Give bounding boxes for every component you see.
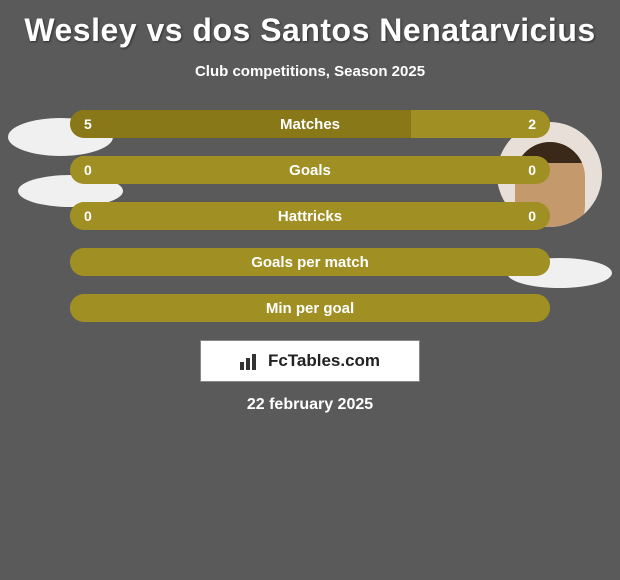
stat-row: 0 0 Hattricks	[70, 202, 550, 230]
stat-value-left: 0	[84, 208, 92, 224]
comparison-title: Wesley vs dos Santos Nenatarvicius	[0, 0, 620, 49]
stat-label: Min per goal	[266, 300, 354, 317]
stat-row: 0 0 Goals	[70, 156, 550, 184]
stat-bar-right	[310, 156, 550, 184]
comparison-subtitle: Club competitions, Season 2025	[0, 63, 620, 80]
source-logo-text: FcTables.com	[268, 351, 380, 371]
stat-bar-left	[70, 202, 310, 230]
stat-label: Hattricks	[278, 208, 342, 225]
stat-bar-right	[310, 202, 550, 230]
source-logo-box: FcTables.com	[200, 340, 420, 382]
stat-row: Min per goal	[70, 294, 550, 322]
bars-icon	[240, 352, 262, 370]
stat-value-left: 0	[84, 162, 92, 178]
stat-value-right: 2	[528, 116, 536, 132]
stat-label: Matches	[280, 116, 340, 133]
stat-value-right: 0	[528, 208, 536, 224]
stat-value-right: 0	[528, 162, 536, 178]
stat-value-left: 5	[84, 116, 92, 132]
stats-container: 5 2 Matches 0 0 Goals 0 0 Hattricks Goals per mat…	[70, 110, 550, 322]
stat-label: Goals	[289, 162, 331, 179]
stat-row: Goals per match	[70, 248, 550, 276]
stat-row: 5 2 Matches	[70, 110, 550, 138]
snapshot-date: 22 february 2025	[0, 396, 620, 414]
stat-bar-left	[70, 156, 310, 184]
stat-label: Goals per match	[251, 254, 369, 271]
stat-bar-left	[70, 110, 411, 138]
